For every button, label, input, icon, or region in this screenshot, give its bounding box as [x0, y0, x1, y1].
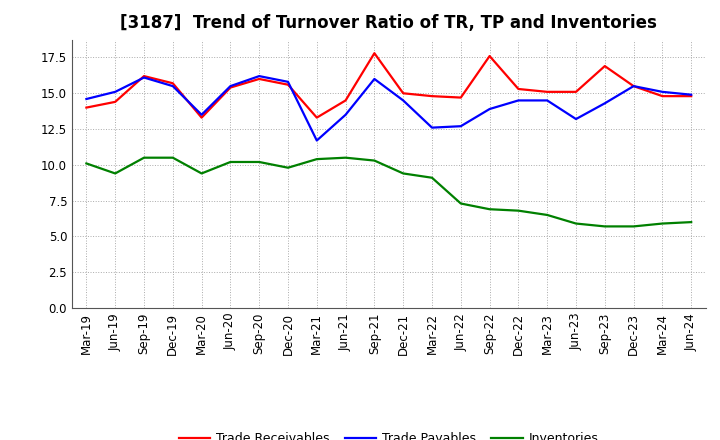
Inventories — [284, 165, 292, 170]
Inventories — [456, 201, 465, 206]
Inventories — [629, 224, 638, 229]
Inventories — [543, 213, 552, 218]
Inventories — [658, 221, 667, 226]
Trade Receivables — [197, 115, 206, 120]
Trade Payables — [485, 106, 494, 112]
Legend: Trade Receivables, Trade Payables, Inventories: Trade Receivables, Trade Payables, Inven… — [174, 427, 604, 440]
Inventories — [111, 171, 120, 176]
Trade Receivables — [140, 73, 148, 79]
Trade Receivables — [658, 94, 667, 99]
Inventories — [514, 208, 523, 213]
Trade Receivables — [284, 82, 292, 87]
Trade Receivables — [312, 115, 321, 120]
Inventories — [399, 171, 408, 176]
Trade Payables — [629, 84, 638, 89]
Trade Receivables — [428, 94, 436, 99]
Trade Receivables — [485, 53, 494, 59]
Inventories — [226, 159, 235, 165]
Inventories — [341, 155, 350, 160]
Trade Payables — [284, 79, 292, 84]
Inventories — [428, 175, 436, 180]
Trade Receivables — [572, 89, 580, 95]
Trade Payables — [428, 125, 436, 130]
Trade Payables — [600, 101, 609, 106]
Trade Receivables — [543, 89, 552, 95]
Inventories — [82, 161, 91, 166]
Inventories — [140, 155, 148, 160]
Trade Payables — [140, 75, 148, 80]
Line: Inventories: Inventories — [86, 158, 691, 227]
Trade Receivables — [226, 85, 235, 90]
Trade Payables — [370, 76, 379, 81]
Inventories — [600, 224, 609, 229]
Trade Payables — [456, 124, 465, 129]
Inventories — [687, 220, 696, 225]
Trade Receivables — [629, 84, 638, 89]
Line: Trade Payables: Trade Payables — [86, 76, 691, 140]
Trade Payables — [687, 92, 696, 97]
Trade Payables — [658, 89, 667, 95]
Trade Payables — [312, 138, 321, 143]
Trade Receivables — [600, 63, 609, 69]
Line: Trade Receivables: Trade Receivables — [86, 53, 691, 117]
Trade Payables — [341, 112, 350, 117]
Trade Payables — [572, 117, 580, 122]
Trade Payables — [255, 73, 264, 79]
Trade Receivables — [168, 81, 177, 86]
Inventories — [255, 159, 264, 165]
Inventories — [197, 171, 206, 176]
Trade Receivables — [456, 95, 465, 100]
Inventories — [572, 221, 580, 226]
Trade Receivables — [111, 99, 120, 105]
Trade Payables — [226, 84, 235, 89]
Inventories — [370, 158, 379, 163]
Title: [3187]  Trend of Turnover Ratio of TR, TP and Inventories: [3187] Trend of Turnover Ratio of TR, TP… — [120, 15, 657, 33]
Trade Receivables — [514, 86, 523, 92]
Trade Receivables — [687, 94, 696, 99]
Inventories — [485, 207, 494, 212]
Trade Payables — [399, 98, 408, 103]
Trade Payables — [197, 112, 206, 117]
Trade Receivables — [255, 76, 264, 81]
Trade Payables — [168, 84, 177, 89]
Trade Receivables — [399, 91, 408, 96]
Trade Receivables — [341, 98, 350, 103]
Trade Payables — [514, 98, 523, 103]
Trade Payables — [82, 96, 91, 102]
Trade Receivables — [370, 51, 379, 56]
Trade Payables — [111, 89, 120, 95]
Trade Payables — [543, 98, 552, 103]
Trade Receivables — [82, 105, 91, 110]
Inventories — [168, 155, 177, 160]
Inventories — [312, 157, 321, 162]
